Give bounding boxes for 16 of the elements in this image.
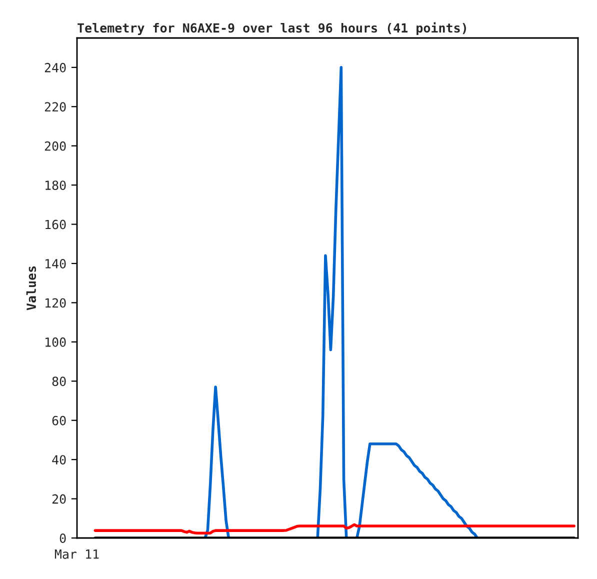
y-tick-label: 60 [52,416,66,426]
y-tick-label: 40 [52,455,66,465]
y-tick-label: 20 [52,494,66,504]
y-tick-label: 80 [52,376,66,386]
y-tick-label: 220 [44,102,66,112]
y-axis-title: Values [26,266,36,310]
y-tick-label: 200 [44,141,66,151]
y-tick-label: 240 [44,62,66,72]
chart-title: Telemetry for N6AXE-9 over last 96 hours (41 points) [78,22,466,36]
y-tick-label: 140 [46,258,66,268]
y-tick-label: 100 [46,337,66,347]
y-tick-label: 180 [46,180,66,190]
y-tick-label: 160 [46,220,66,230]
y-tick-label: 120 [46,298,66,308]
text: Mar 11 [54,550,99,559]
y-tick-label: 0 [60,534,66,543]
